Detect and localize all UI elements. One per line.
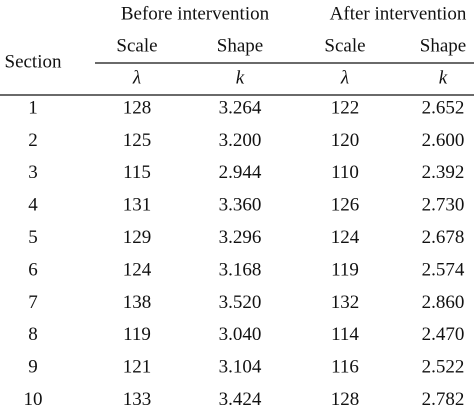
value-cell: 3.520 (219, 292, 262, 313)
value-cell: 128 (331, 389, 360, 410)
value-cell: 121 (123, 357, 152, 378)
value-cell: 119 (331, 259, 359, 280)
value-cell: 126 (331, 195, 360, 216)
symbol: k (236, 67, 245, 88)
value-cell: 120 (331, 130, 360, 151)
section-cell: 6 (28, 259, 38, 280)
value-cell: 2.782 (422, 389, 465, 410)
symbol: λ (132, 67, 141, 88)
value-cell: 3.040 (219, 324, 262, 345)
value-cell: 110 (331, 162, 359, 183)
section-cell: 9 (28, 357, 38, 378)
value-cell: 132 (331, 292, 360, 313)
section-cell: 8 (28, 324, 38, 345)
value-cell: 3.264 (219, 97, 262, 118)
subheader: Shape (217, 35, 263, 56)
value-cell: 2.522 (422, 357, 465, 378)
value-cell: 115 (123, 162, 151, 183)
value-cell: 2.678 (422, 227, 465, 248)
value-cell: 3.296 (219, 227, 262, 248)
subheader: Scale (324, 35, 365, 56)
value-cell: 128 (123, 97, 152, 118)
value-cell: 3.360 (219, 195, 262, 216)
value-cell: 2.392 (422, 162, 465, 183)
section-cell: 4 (28, 195, 38, 216)
value-cell: 2.470 (422, 324, 465, 345)
value-cell: 2.652 (422, 97, 465, 118)
group-header: After intervention (330, 3, 467, 24)
value-cell: 131 (123, 195, 152, 216)
section-cell: 2 (28, 130, 38, 151)
value-cell: 119 (123, 324, 151, 345)
symbol: λ (340, 67, 349, 88)
value-cell: 3.104 (219, 357, 262, 378)
value-cell: 129 (123, 227, 152, 248)
value-cell: 124 (123, 259, 152, 280)
section-header: Section (5, 51, 62, 72)
value-cell: 122 (331, 97, 360, 118)
value-cell: 125 (123, 130, 152, 151)
value-cell: 3.424 (219, 389, 262, 410)
value-cell: 138 (123, 292, 152, 313)
symbol: k (439, 67, 448, 88)
value-cell: 114 (331, 324, 359, 345)
value-cell: 2.730 (422, 195, 465, 216)
section-cell: 7 (28, 292, 38, 313)
subheader: Shape (420, 35, 466, 56)
value-cell: 124 (331, 227, 360, 248)
value-cell: 133 (123, 389, 152, 410)
section-cell: 3 (28, 162, 38, 183)
section-cell: 5 (28, 227, 38, 248)
group-header: Before intervention (121, 3, 270, 24)
value-cell: 2.860 (422, 292, 465, 313)
value-cell: 2.600 (422, 130, 465, 151)
section-cell: 10 (24, 389, 43, 410)
section-cell: 1 (28, 97, 38, 118)
value-cell: 3.168 (219, 259, 262, 280)
value-cell: 2.944 (219, 162, 262, 183)
value-cell: 2.574 (422, 259, 465, 280)
subheader: Scale (116, 35, 157, 56)
value-cell: 116 (331, 357, 359, 378)
value-cell: 3.200 (219, 130, 262, 151)
